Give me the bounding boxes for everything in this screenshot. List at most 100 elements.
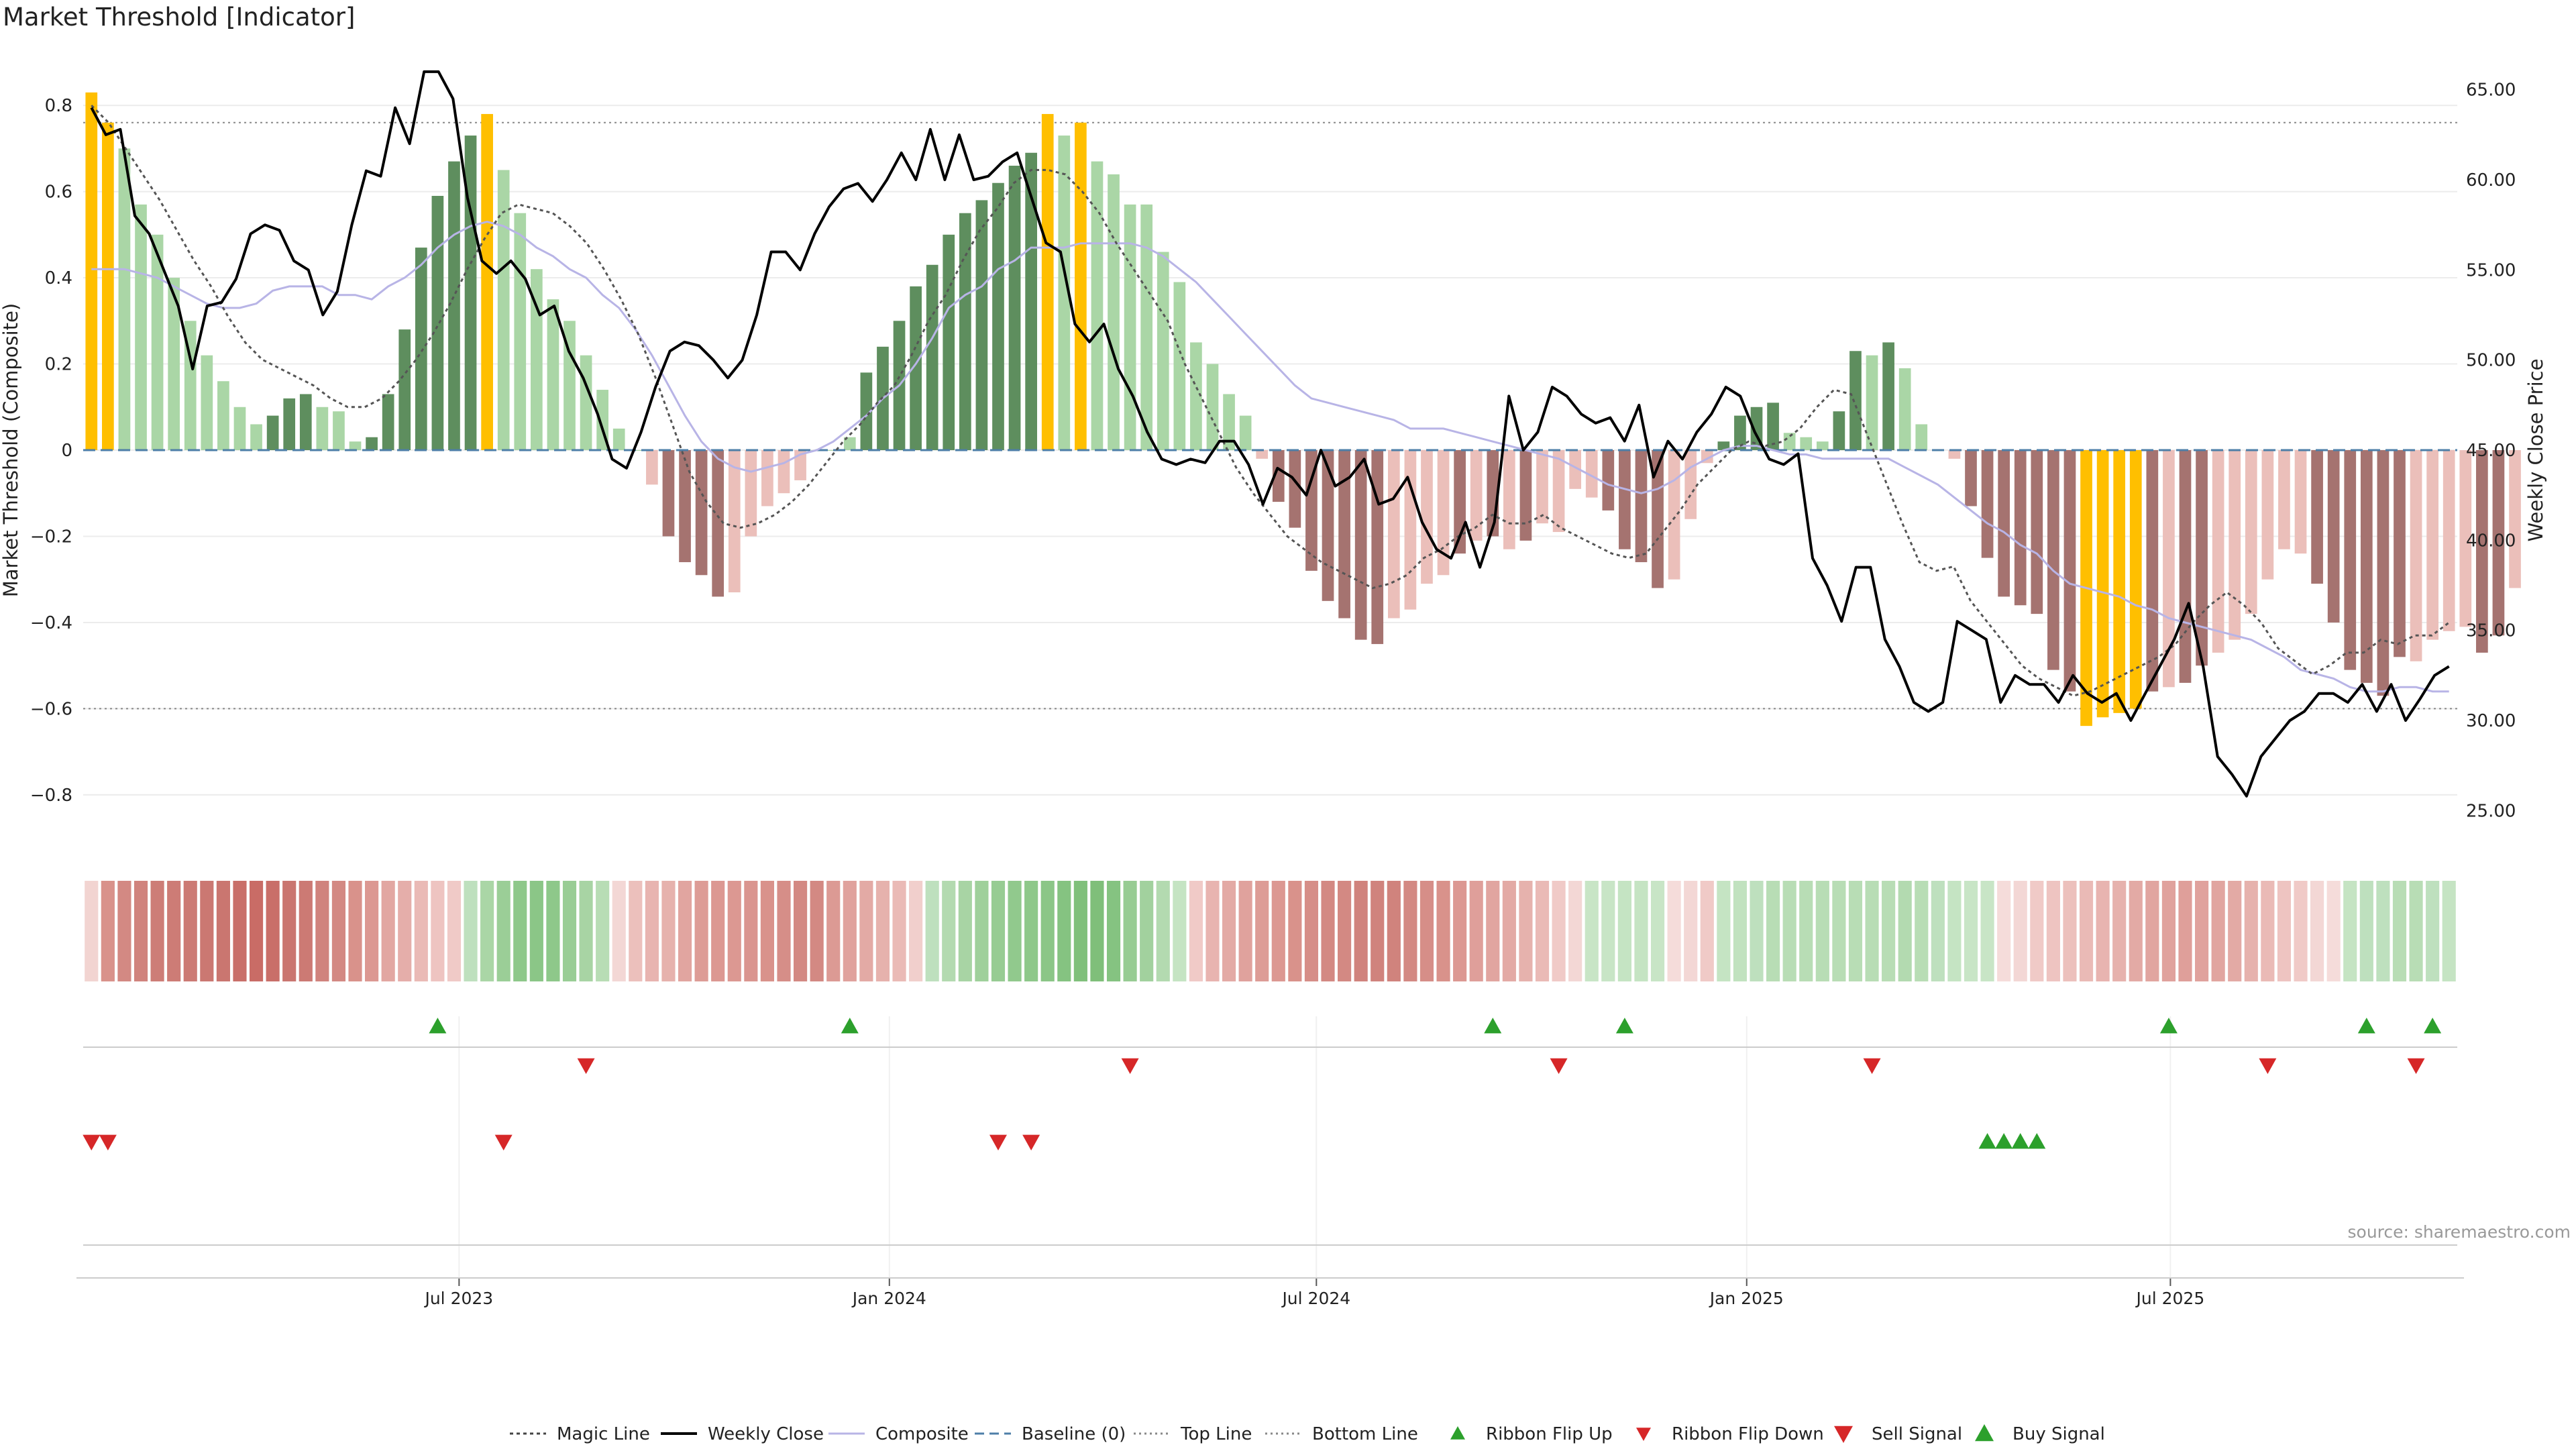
ribbon-cell: [2277, 881, 2292, 981]
ribbon-cell: [216, 881, 230, 981]
ribbon-cell: [1419, 881, 1434, 981]
sell-signal-marker: [1022, 1134, 1040, 1150]
ribbon-cell: [1288, 881, 1302, 981]
composite-bar: [712, 450, 724, 597]
ribbon-cell: [365, 881, 379, 981]
right-axis-label: Weekly Close Price: [2524, 359, 2547, 542]
composite-bar: [497, 170, 510, 450]
ribbon-cell: [1617, 881, 1631, 981]
ribbon-cell: [777, 881, 791, 981]
composite-bar: [1816, 441, 1829, 450]
composite-bar: [415, 248, 427, 450]
ribbon-cell: [1106, 881, 1121, 981]
ribbon-cell: [381, 881, 395, 981]
composite-bar: [2278, 450, 2290, 549]
legend-swatch: [1450, 1426, 1465, 1440]
ribbon-cell: [612, 881, 626, 981]
composite-bar: [2163, 450, 2175, 688]
ribbon-flip-down-marker: [2259, 1058, 2277, 1074]
ribbon-flip-up-marker: [2424, 1018, 2442, 1034]
ribbon-cell: [1832, 881, 1846, 981]
composite-bar: [2426, 450, 2438, 640]
legend-label: Magic Line: [557, 1424, 650, 1444]
ribbon-flip-down-marker: [1863, 1058, 1881, 1074]
ribbon-cell: [875, 881, 890, 981]
composite-bar: [2229, 450, 2241, 640]
ribbon-cell: [2426, 881, 2440, 981]
ribbon-cell: [1882, 881, 1896, 981]
composite-bar: [1058, 136, 1071, 450]
sell-signal-marker: [83, 1134, 101, 1150]
composite-bar: [217, 381, 229, 450]
magic-line: [91, 105, 2450, 697]
ribbon-flip-up-marker: [1615, 1018, 1633, 1034]
composite-bar: [2063, 450, 2076, 692]
composite-bar: [431, 195, 444, 450]
composite-bar: [679, 450, 691, 563]
composite-bar: [316, 407, 329, 450]
composite-bar: [250, 424, 262, 450]
composite-bar: [1338, 450, 1350, 619]
ribbon-cell: [2409, 881, 2423, 981]
composite-bar: [2394, 450, 2406, 657]
ribbon-cell: [183, 881, 197, 981]
composite-bar: [2311, 450, 2323, 584]
composite-bar: [201, 355, 213, 450]
composite-bar: [1305, 450, 1318, 571]
ribbon-cell: [1073, 881, 1087, 981]
ribbon-cell: [233, 881, 247, 981]
composite-bar: [1668, 450, 1680, 580]
ribbon-cell: [299, 881, 313, 981]
composite-bar: [2344, 450, 2357, 670]
composite-bar: [662, 450, 675, 537]
composite-bar: [2014, 450, 2027, 606]
composite-bar: [2294, 450, 2307, 554]
ribbon-cell: [810, 881, 824, 981]
composite-bar: [1552, 450, 1565, 533]
composite-bar: [1437, 450, 1450, 576]
composite-bar: [1421, 450, 1433, 584]
ribbon-cell: [85, 881, 99, 981]
composite-bar: [1041, 113, 1054, 450]
ribbon-cell: [496, 881, 511, 981]
legend-label: Buy Signal: [2012, 1424, 2105, 1444]
composite-bar: [135, 204, 147, 450]
ribbon-cell: [2442, 881, 2456, 981]
composite-bar: [1289, 450, 1301, 528]
ribbon-cell: [925, 881, 939, 981]
grid-layer: [83, 105, 2457, 1278]
ribbon-cell: [2129, 881, 2143, 981]
ribbon-cell: [793, 881, 808, 981]
composite-bar: [777, 450, 790, 494]
composite-bar: [283, 398, 296, 450]
ribbon-cell: [2079, 881, 2094, 981]
ribbon-cell: [398, 881, 412, 981]
ribbon-cell: [596, 881, 610, 981]
buy-signal-marker: [1995, 1133, 2013, 1149]
ribbon-cell: [1865, 881, 1879, 981]
left-tick-label: −0.2: [30, 527, 72, 547]
composite-bar: [1157, 252, 1169, 450]
ribbon-cell: [2046, 881, 2060, 981]
composite-bar: [1404, 450, 1417, 610]
ribbon-cell: [150, 881, 164, 981]
composite-bar: [266, 415, 279, 450]
composite-bar: [2047, 450, 2059, 670]
ribbon-cell: [958, 881, 972, 981]
composite-bar: [514, 213, 527, 450]
ribbon-cell: [2343, 881, 2357, 981]
ribbon-cell: [2294, 881, 2308, 981]
ribbon-cell: [1650, 881, 1665, 981]
legend: Magic Line Weekly Close Composite Baseline …: [510, 1424, 2105, 1444]
right-tick-label: 25.00: [2466, 801, 2516, 821]
ribbon-cell: [1189, 881, 1203, 981]
ribbon-cell: [464, 881, 478, 981]
ribbon-cell: [2194, 881, 2209, 981]
composite-bar: [2113, 450, 2126, 713]
composite-bar: [2360, 450, 2373, 683]
ribbon-cell: [2392, 881, 2407, 981]
composite-bar: [843, 437, 856, 450]
ribbon-cell: [1766, 881, 1780, 981]
ribbon-cell: [1205, 881, 1220, 981]
ribbon-cell: [1387, 881, 1401, 981]
